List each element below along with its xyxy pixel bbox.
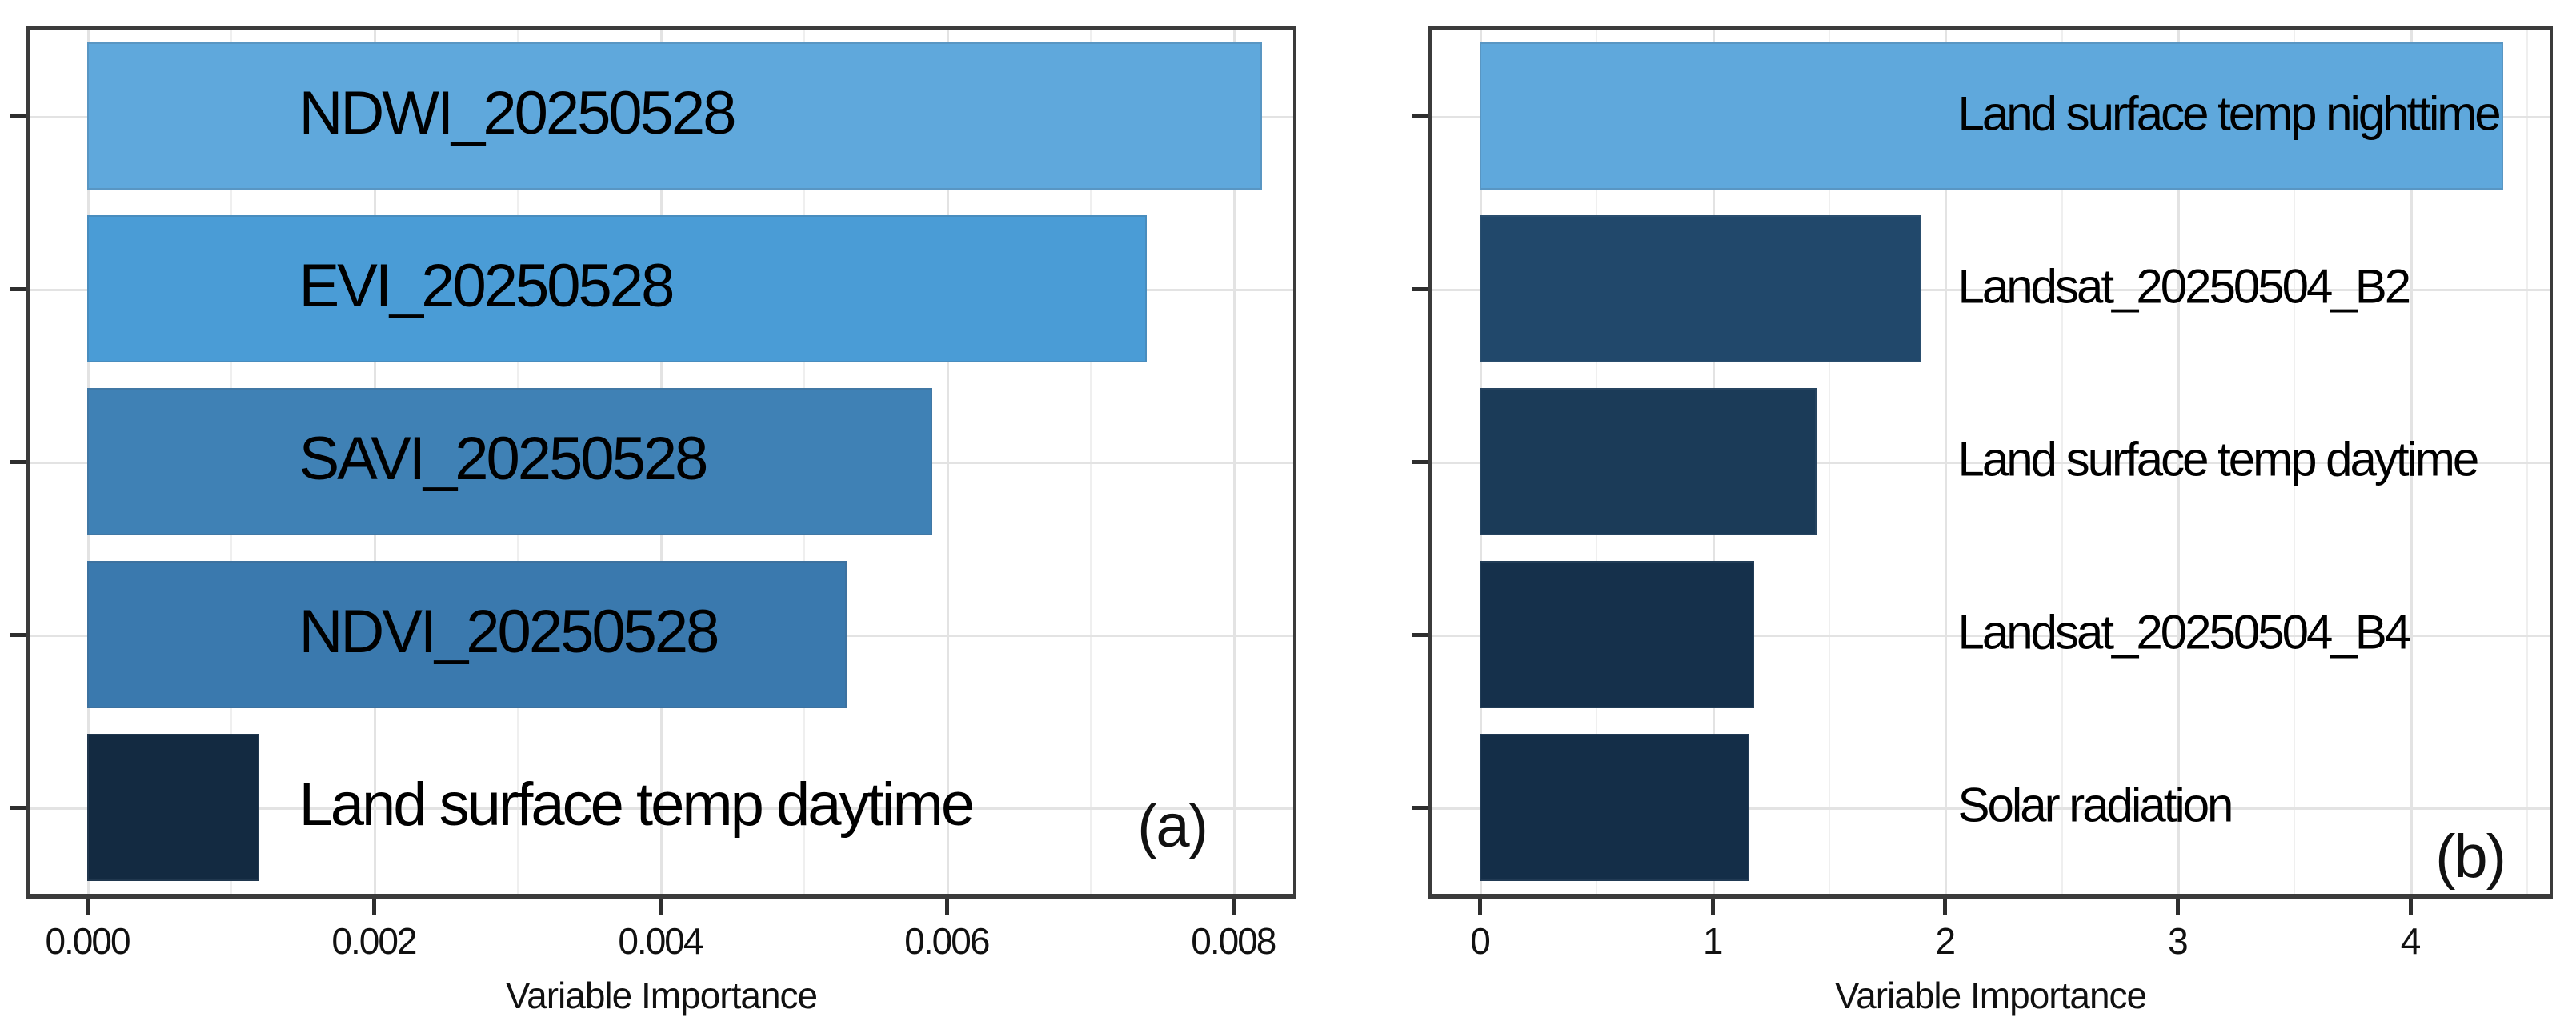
x-axis-tick [1231,899,1236,915]
panel-letter-a: (a) [1137,792,1208,860]
bar-label: NDWI_20250528 [298,78,736,147]
x-axis-title-a: Variable Importance [505,975,818,1016]
gridline-major [1432,289,2550,291]
panel-b: Land surface temp nighttime Landsat_20250… [1412,26,2553,1014]
y-axis-tick [10,114,26,118]
x-axis-tick-label: 4 [2400,920,2422,962]
x-axis-tick [1478,899,1482,915]
bar-label: Land surface temp nighttime [1957,86,2502,141]
x-axis-tick [86,899,90,915]
x-axis-tick-label: 0.008 [1191,920,1276,962]
bar-label: Solar radiation [1957,778,2234,832]
y-axis-tick [1412,287,1428,291]
x-axis-tick [658,899,663,915]
x-axis-tick-label: 0.000 [45,920,130,962]
bar [87,42,1262,190]
bar [87,388,932,535]
y-axis-tick [10,633,26,637]
bar [1480,42,2503,190]
y-axis-tick [10,460,26,464]
bar [1480,734,1750,881]
x-axis-tick [1710,899,1715,915]
bar-label: EVI_20250528 [298,251,675,320]
gridline-major [1432,462,2550,464]
x-axis-tick-label: 0.006 [904,920,990,962]
y-axis-tick [10,806,26,810]
gridline-major [30,807,1293,810]
y-axis-tick [1412,633,1428,637]
x-axis-title-b: Variable Importance [1834,975,2147,1016]
bar-label: SAVI_20250528 [298,424,708,493]
bar [87,561,847,708]
x-axis-tick-label: 0 [1470,920,1491,962]
bar-label: NDVI_20250528 [298,597,719,666]
y-axis-tick [1412,114,1428,118]
gridline-major [1432,635,2550,637]
bar [1480,215,1922,362]
bar [87,734,259,881]
bar [1480,561,1754,708]
y-axis-tick [1412,460,1428,464]
panel-a: NDWI_20250528 EVI_20250528 SAVI_20250528 ND… [10,26,1296,1014]
plot-area-a: NDWI_20250528 EVI_20250528 SAVI_20250528 ND… [10,26,1296,899]
x-axis-tick [2408,899,2413,915]
x-axis-tick-label: 2 [1935,920,1957,962]
x-axis-tick-label: 1 [1702,920,1724,962]
x-axis-tick [371,899,376,915]
plot-area-b: Land surface temp nighttime Landsat_20250… [1412,26,2553,899]
bar [87,215,1148,362]
bar [1480,388,1817,535]
panel-letter-b: (b) [2435,823,2506,891]
bar-label: Land surface temp daytime [298,770,975,839]
x-axis-tick [2175,899,2180,915]
x-axis-tick-label: 0.002 [331,920,417,962]
x-axis-tick [1943,899,1948,915]
bar-label: Land surface temp daytime [1957,432,2480,486]
bar-label: Landsat_20250504_B4 [1957,605,2412,659]
x-axis-tick-label: 3 [2168,920,2189,962]
gridline-major [1432,807,2550,810]
x-axis-tick [944,899,949,915]
x-axis-tick-label: 0.004 [618,920,703,962]
y-axis-tick [1412,806,1428,810]
y-axis-tick [10,287,26,291]
bar-label: Landsat_20250504_B2 [1957,259,2412,314]
